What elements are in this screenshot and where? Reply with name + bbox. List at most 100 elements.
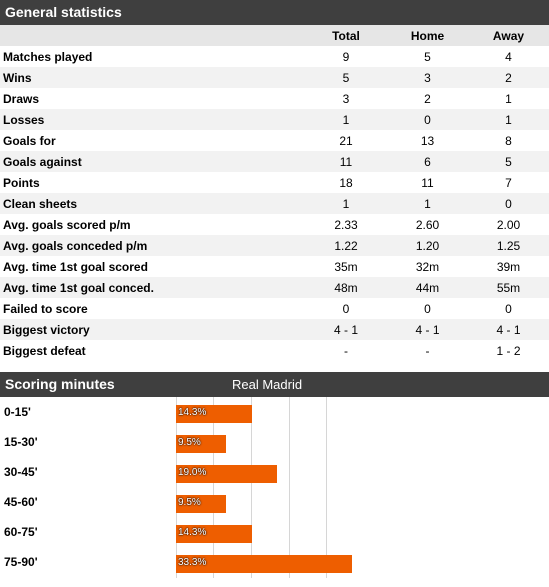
stat-label: Failed to score: [3, 301, 88, 316]
stat-away: 1: [468, 109, 549, 130]
stat-home: 0: [424, 301, 431, 316]
stat-away: 39m: [496, 259, 521, 274]
scoring-row: 15-30' 9.5%: [0, 427, 549, 457]
stat-total: 18: [339, 175, 353, 190]
stat-away: 8: [505, 133, 512, 148]
stat-label: Losses: [0, 109, 305, 130]
stat-total: 11: [305, 151, 387, 172]
stats-row: Avg. goals scored p/m 2.33 2.60 2.00: [0, 214, 549, 235]
stat-home: 11: [421, 175, 434, 190]
stat-total: 2.33: [334, 217, 358, 232]
scoring-minutes-header: Scoring minutes Real Madrid: [0, 372, 549, 397]
stat-home: 0: [387, 109, 468, 130]
stat-label: Avg. goals scored p/m: [3, 217, 131, 232]
stat-total: 5: [305, 67, 387, 88]
stat-home: 32m: [415, 259, 440, 274]
stats-row: Avg. time 1st goal conced. 48m 44m 55m: [0, 277, 549, 298]
stat-label: Biggest victory: [0, 319, 305, 340]
stat-total: 1: [305, 193, 387, 214]
stat-total: -: [344, 343, 348, 358]
stats-header-row: Total Home Away: [0, 25, 549, 46]
stat-label: Goals for: [3, 133, 56, 148]
stat-away: 0: [505, 301, 512, 316]
stat-total: 3: [342, 91, 350, 106]
minute-range-label: 15-30': [4, 435, 38, 449]
stat-away: 55m: [468, 277, 549, 298]
stat-home: 4 - 1: [387, 319, 468, 340]
general-statistics-title: General statistics: [5, 4, 122, 20]
stat-label: Points: [3, 175, 40, 190]
scoring-row: 45-60' 9.5%: [0, 487, 549, 517]
stats-row: Goals against 11 6 5: [0, 151, 549, 172]
scoring-bar: 9.5%: [176, 435, 226, 453]
stat-total: 0: [342, 301, 350, 316]
stat-away: 2.00: [496, 217, 521, 232]
stat-total: 4 - 1: [305, 319, 387, 340]
scoring-bar: 14.3%: [176, 405, 252, 423]
percentage-label: 9.5%: [178, 497, 201, 508]
column-header-home: Home: [387, 25, 468, 46]
stats-row: Failed to score 0 0 0: [0, 298, 549, 319]
scoring-minutes-title: Scoring minutes: [5, 376, 115, 392]
stat-label: Goals against: [0, 151, 305, 172]
stat-home: 5: [424, 49, 431, 64]
stat-label: Clean sheets: [0, 193, 305, 214]
stat-away: 5: [468, 151, 549, 172]
stats-row: Biggest defeat - - 1 - 2: [0, 340, 549, 361]
scoring-row: 60-75' 14.3%: [0, 517, 549, 547]
stat-away: 1.25: [468, 235, 549, 256]
stats-row: Clean sheets 1 1 0: [0, 193, 549, 214]
stat-home: 13: [420, 133, 435, 148]
stat-home: 2: [424, 91, 431, 106]
percentage-label: 9.5%: [178, 437, 201, 448]
stat-away: 1 - 2: [496, 343, 521, 358]
stat-away: 0: [468, 193, 549, 214]
stat-total: 9: [342, 49, 350, 64]
percentage-label: 33.3%: [178, 557, 207, 568]
minute-range-label: 0-15': [4, 405, 31, 419]
percentage-label: 14.3%: [178, 407, 207, 418]
general-statistics-header: General statistics: [0, 0, 549, 25]
stats-row: Points 18 11 7: [0, 172, 549, 193]
label-column-header: [0, 25, 305, 46]
stat-label: Matches played: [3, 49, 93, 64]
grid-line: [326, 397, 327, 578]
stats-row: Matches played 9 5 4: [0, 46, 549, 67]
stats-row: Losses 1 0 1: [0, 109, 549, 130]
stat-label: Avg. time 1st goal scored: [3, 259, 148, 274]
grid-line: [176, 397, 177, 578]
general-statistics-table: Total Home Away Matches played 9 5 4 Wins 5 3 2…: [0, 25, 549, 361]
scoring-row: 75-90' 33.3%: [0, 547, 549, 577]
minute-range-label: 60-75': [4, 525, 38, 539]
stat-label: Biggest defeat: [3, 343, 86, 358]
stat-home: 2.60: [415, 217, 440, 232]
stat-away: 2: [468, 67, 549, 88]
scoring-bar: 33.3%: [176, 555, 352, 573]
stat-away: 1: [505, 91, 512, 106]
grid-line: [289, 397, 290, 578]
stat-home: 6: [387, 151, 468, 172]
stats-row: Avg. goals conceded p/m 1.22 1.20 1.25: [0, 235, 549, 256]
scoring-bar: 14.3%: [176, 525, 252, 543]
column-header-total: Total: [305, 25, 387, 46]
stats-row: Goals for 21 13 8: [0, 130, 549, 151]
stat-total: 48m: [305, 277, 387, 298]
stat-away: 4 - 1: [468, 319, 549, 340]
percentage-label: 14.3%: [178, 527, 207, 538]
stat-label: Wins: [0, 67, 305, 88]
percentage-label: 19.0%: [178, 467, 207, 478]
stat-away: 4: [505, 49, 512, 64]
minute-range-label: 45-60': [4, 495, 38, 509]
stat-label: Draws: [3, 91, 40, 106]
column-header-away: Away: [468, 25, 549, 46]
stat-home: -: [425, 343, 430, 358]
scoring-bar: 19.0%: [176, 465, 277, 483]
stats-row: Draws 3 2 1: [0, 88, 549, 109]
stat-home: 1.20: [387, 235, 468, 256]
stat-total: 21: [339, 133, 353, 148]
stat-home: 44m: [387, 277, 468, 298]
stat-away: 7: [505, 175, 512, 190]
scoring-row: 30-45' 19.0%: [0, 457, 549, 487]
scoring-row: 0-15' 14.3%: [0, 397, 549, 427]
